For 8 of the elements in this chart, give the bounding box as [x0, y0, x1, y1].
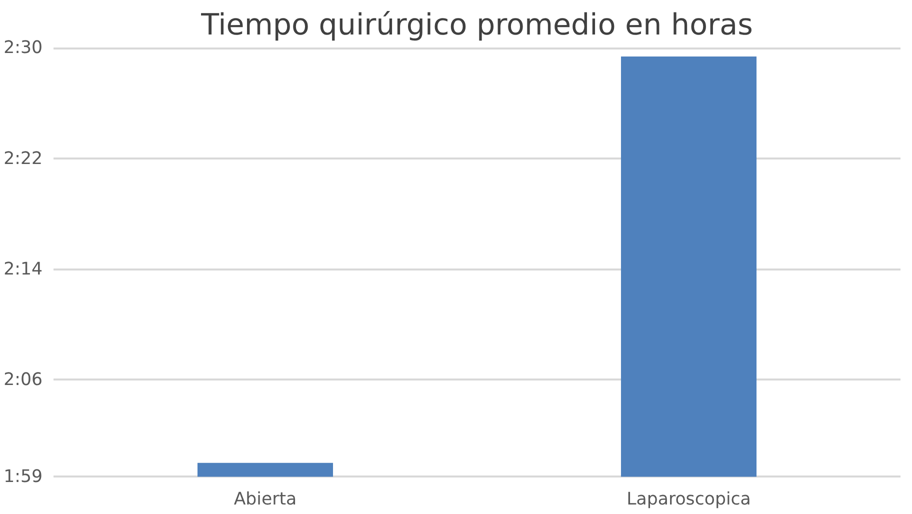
x-tick-label: Abierta: [234, 490, 297, 510]
y-tick-label: 2:06: [4, 370, 43, 390]
y-tick-label: 2:30: [4, 38, 43, 58]
y-tick-label: 2:22: [4, 148, 43, 169]
y-tick-label: 1:59: [4, 466, 43, 487]
y-tick-label: 2:14: [4, 259, 43, 280]
x-tick-label: Laparoscopica: [626, 490, 751, 510]
chart-title: Tiempo quirúrgico promedio en horas: [200, 8, 753, 42]
